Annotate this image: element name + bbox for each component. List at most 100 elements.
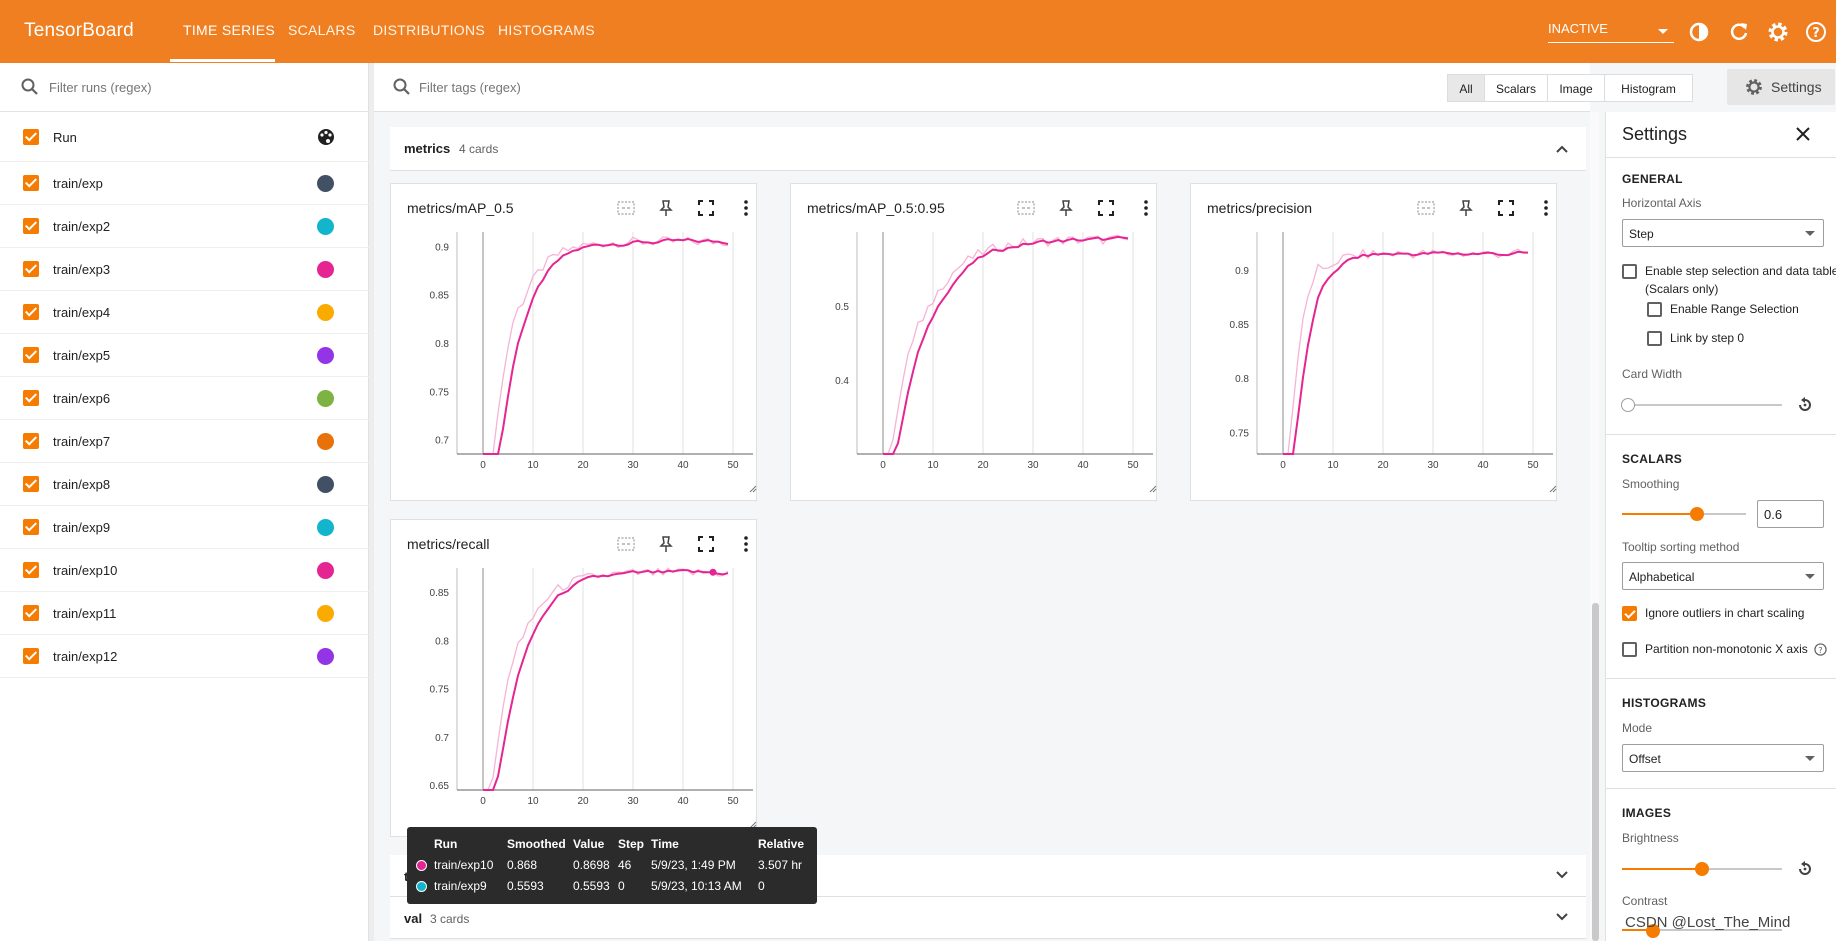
run-row[interactable]: train/exp4 [0, 291, 369, 334]
tab-scalars[interactable]: SCALARS [288, 22, 356, 38]
app-brand[interactable]: TensorBoard [24, 20, 134, 41]
run-color-swatch[interactable] [317, 261, 334, 278]
filter-image-button[interactable]: Image [1547, 74, 1605, 102]
run-row[interactable]: train/exp9 [0, 506, 369, 549]
run-row[interactable]: train/exp2 [0, 205, 369, 248]
run-color-swatch[interactable] [317, 304, 334, 321]
fit-domain-icon[interactable] [1416, 198, 1436, 218]
run-color-swatch[interactable] [317, 605, 334, 622]
run-checkbox[interactable] [23, 347, 39, 363]
smoothing-slider[interactable] [1622, 507, 1746, 521]
resize-handle-icon[interactable] [749, 485, 757, 493]
run-row[interactable]: train/exp3 [0, 248, 369, 291]
link-by-step-checkbox[interactable] [1647, 331, 1662, 346]
run-row[interactable]: train/exp11 [0, 592, 369, 635]
run-color-swatch[interactable] [317, 476, 334, 493]
ignore-outliers-checkbox[interactable] [1622, 606, 1637, 621]
help-icon[interactable]: ? [1814, 643, 1827, 656]
step-selection-checkbox[interactable] [1622, 264, 1637, 279]
settings-gear-icon[interactable] [1766, 20, 1790, 44]
run-checkbox[interactable] [23, 261, 39, 277]
run-row[interactable]: train/exp5 [0, 334, 369, 377]
resize-handle-icon[interactable] [1549, 485, 1557, 493]
run-color-swatch[interactable] [317, 433, 334, 450]
line-chart[interactable]: 01020304050NaN" y2="32.13043478260872" s… [391, 560, 757, 836]
filter-scalars-button[interactable]: Scalars [1484, 74, 1548, 102]
run-row[interactable]: train/exp7 [0, 420, 369, 463]
run-checkbox[interactable] [23, 519, 39, 535]
more-vert-icon[interactable] [736, 198, 756, 218]
run-checkbox[interactable] [23, 218, 39, 234]
close-icon[interactable] [1795, 126, 1811, 142]
palette-icon[interactable] [316, 127, 336, 147]
partition-checkbox[interactable] [1622, 642, 1637, 657]
run-checkbox[interactable] [23, 304, 39, 320]
line-chart[interactable]: 01020304050NaN" y2="45.90243902439025" s… [1191, 224, 1557, 500]
main-scrollbar[interactable] [1590, 112, 1599, 941]
runs-filter-input[interactable]: Filter runs (regex) [49, 80, 152, 95]
fullscreen-icon[interactable] [1496, 198, 1516, 218]
run-row[interactable]: train/exp8 [0, 463, 369, 506]
reset-icon[interactable] [1796, 860, 1814, 878]
more-vert-icon[interactable] [1136, 198, 1156, 218]
fit-domain-icon[interactable] [1016, 198, 1036, 218]
pin-icon[interactable] [1056, 198, 1076, 218]
refresh-icon[interactable] [1727, 20, 1751, 44]
filter-all-button[interactable]: All [1447, 74, 1485, 102]
more-vert-icon[interactable] [736, 534, 756, 554]
pin-icon[interactable] [656, 198, 676, 218]
fullscreen-icon[interactable] [696, 198, 716, 218]
tab-histograms[interactable]: HISTOGRAMS [498, 22, 595, 38]
tooltip-sort-select[interactable]: Alphabetical [1622, 562, 1824, 590]
chevron-up-icon[interactable] [1556, 143, 1568, 155]
tab-distributions[interactable]: DISTRIBUTIONS [373, 22, 486, 38]
run-checkbox[interactable] [23, 476, 39, 492]
run-color-swatch[interactable] [317, 562, 334, 579]
card-width-slider-thumb[interactable] [1621, 398, 1635, 412]
pin-icon[interactable] [656, 534, 676, 554]
run-color-swatch[interactable] [317, 218, 334, 235]
run-color-swatch[interactable] [317, 175, 334, 192]
tag-filter-input[interactable]: Filter tags (regex) [419, 80, 521, 95]
run-color-swatch[interactable] [317, 347, 334, 364]
sidebar-resize-handle[interactable] [369, 63, 374, 941]
line-chart[interactable]: 01020304050NaN" y2="22.47826086956522" s… [391, 224, 757, 500]
run-checkbox[interactable] [23, 433, 39, 449]
run-checkbox[interactable] [23, 390, 39, 406]
smoothing-input[interactable]: 0.6 [1757, 500, 1824, 528]
contrast-slider[interactable] [1622, 924, 1782, 938]
run-row[interactable]: train/exp [0, 162, 369, 205]
dark-mode-icon[interactable] [1687, 20, 1711, 44]
contrast-slider-thumb[interactable] [1646, 924, 1660, 938]
run-color-swatch[interactable] [317, 648, 334, 665]
card-width-slider[interactable] [1621, 398, 1782, 412]
brightness-slider[interactable] [1622, 862, 1782, 876]
run-color-swatch[interactable] [317, 519, 334, 536]
run-checkbox[interactable] [23, 175, 39, 191]
histogram-mode-select[interactable]: Offset [1622, 744, 1824, 772]
select-all-runs-checkbox[interactable] [23, 129, 39, 145]
fit-domain-icon[interactable] [616, 198, 636, 218]
group-header-metrics[interactable]: metrics 4 cards [390, 127, 1586, 171]
group-header-val[interactable]: val 3 cards [390, 897, 1586, 939]
run-color-swatch[interactable] [317, 390, 334, 407]
reset-icon[interactable] [1796, 396, 1814, 414]
run-row[interactable]: train/exp12 [0, 635, 369, 678]
filter-histogram-button[interactable]: Histogram [1604, 74, 1693, 102]
range-selection-checkbox[interactable] [1647, 302, 1662, 317]
line-chart[interactable]: 01020304050NaN" y2="81.99999999999997" s… [791, 224, 1157, 500]
main-scrollbar-thumb[interactable] [1592, 603, 1599, 941]
fullscreen-icon[interactable] [696, 534, 716, 554]
horizontal-axis-select[interactable]: Step [1622, 219, 1824, 247]
run-checkbox[interactable] [23, 562, 39, 578]
pin-icon[interactable] [1456, 198, 1476, 218]
more-vert-icon[interactable] [1536, 198, 1556, 218]
run-row[interactable]: train/exp6 [0, 377, 369, 420]
smoothing-slider-thumb[interactable] [1690, 507, 1704, 521]
resize-handle-icon[interactable] [1149, 485, 1157, 493]
fullscreen-icon[interactable] [1096, 198, 1116, 218]
chevron-down-icon[interactable] [1556, 911, 1568, 923]
chevron-down-icon[interactable] [1556, 869, 1568, 881]
fit-domain-icon[interactable] [616, 534, 636, 554]
run-row[interactable]: train/exp10 [0, 549, 369, 592]
